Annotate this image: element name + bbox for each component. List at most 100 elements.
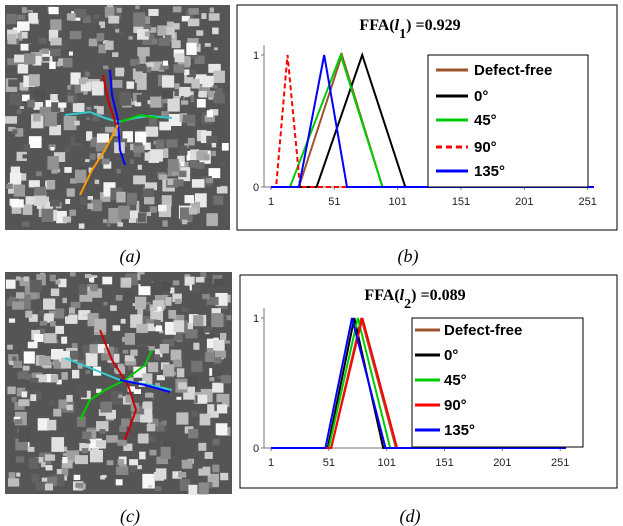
- grain: [103, 301, 108, 306]
- title-part: l: [395, 17, 400, 34]
- grain: [66, 394, 73, 402]
- grain: [117, 459, 125, 466]
- grain: [206, 213, 218, 227]
- grain: [67, 95, 74, 103]
- grain: [149, 61, 162, 71]
- caption: (b): [398, 246, 419, 267]
- grain: [134, 100, 142, 107]
- grain: [36, 274, 46, 286]
- grain: [49, 61, 56, 70]
- grain: [44, 333, 57, 344]
- grain: [35, 457, 44, 463]
- grain: [158, 425, 165, 432]
- grain: [59, 350, 70, 362]
- grain: [145, 307, 150, 312]
- grain: [49, 274, 56, 282]
- grain: [213, 47, 219, 51]
- grain: [85, 352, 98, 367]
- grain: [11, 207, 22, 214]
- grain: [58, 105, 65, 112]
- grain: [158, 174, 168, 180]
- grain: [178, 86, 191, 97]
- grain: [15, 411, 27, 426]
- grain: [24, 53, 36, 65]
- grain: [62, 216, 72, 223]
- grain: [68, 314, 78, 324]
- grain: [144, 152, 153, 161]
- grain: [14, 54, 26, 63]
- grain: [91, 81, 104, 96]
- grain: [112, 23, 119, 29]
- title-part: 2: [404, 297, 411, 312]
- grain: [105, 126, 115, 133]
- grain: [89, 153, 96, 160]
- grain: [172, 6, 182, 13]
- grain: [89, 344, 103, 354]
- grain: [209, 7, 214, 13]
- title-part: 1: [399, 27, 406, 42]
- grain: [55, 279, 61, 285]
- grain: [15, 276, 21, 281]
- grain: [51, 349, 64, 360]
- grain: [15, 438, 28, 451]
- grain: [96, 133, 110, 143]
- grain: [124, 355, 135, 362]
- grain: [87, 312, 99, 327]
- x-tick-label: 1: [268, 457, 274, 469]
- y-tick-label: 0: [253, 443, 259, 455]
- grain: [186, 307, 194, 312]
- grain: [18, 428, 31, 443]
- grain: [190, 149, 200, 159]
- grain: [223, 315, 232, 321]
- grain: [116, 191, 126, 203]
- grain: [51, 167, 58, 174]
- grain: [207, 404, 219, 418]
- grain: [9, 296, 17, 302]
- grain: [87, 196, 94, 200]
- grain: [162, 60, 169, 66]
- grain: [127, 377, 134, 382]
- grain: [209, 109, 219, 116]
- grain: [27, 341, 38, 349]
- legend-label: 45°: [444, 372, 467, 389]
- grain: [56, 40, 70, 51]
- grain: [22, 204, 33, 215]
- grain: [150, 96, 162, 108]
- grain: [161, 75, 175, 88]
- grain: [9, 360, 14, 366]
- grain: [216, 404, 228, 414]
- grain: [66, 404, 73, 411]
- grain: [115, 67, 125, 77]
- grain: [8, 126, 16, 132]
- grain: [135, 64, 147, 72]
- title-part: ) =0.089: [411, 287, 465, 304]
- grain: [84, 274, 92, 279]
- x-tick-label: 251: [578, 196, 596, 208]
- caption: (a): [120, 246, 141, 267]
- grain: [34, 186, 47, 196]
- grain: [85, 440, 91, 444]
- grain: [56, 210, 67, 224]
- grain: [9, 92, 22, 106]
- grain: [135, 5, 140, 10]
- grain: [195, 162, 205, 169]
- grain: [202, 75, 214, 88]
- legend-label: Defect-free: [444, 322, 522, 339]
- grain: [133, 175, 146, 185]
- grain: [204, 154, 210, 161]
- grain: [204, 115, 215, 122]
- grain: [83, 15, 91, 24]
- grain: [166, 139, 178, 148]
- grain: [6, 13, 17, 25]
- grain: [50, 374, 59, 383]
- x-tick-label: 201: [515, 196, 533, 208]
- grain: [27, 446, 35, 452]
- grain: [161, 111, 170, 117]
- grain: [181, 307, 188, 312]
- grain: [187, 38, 199, 47]
- grain: [60, 357, 72, 369]
- grain: [28, 136, 42, 149]
- grain: [21, 221, 30, 228]
- grain: [193, 315, 204, 327]
- grain: [12, 360, 23, 368]
